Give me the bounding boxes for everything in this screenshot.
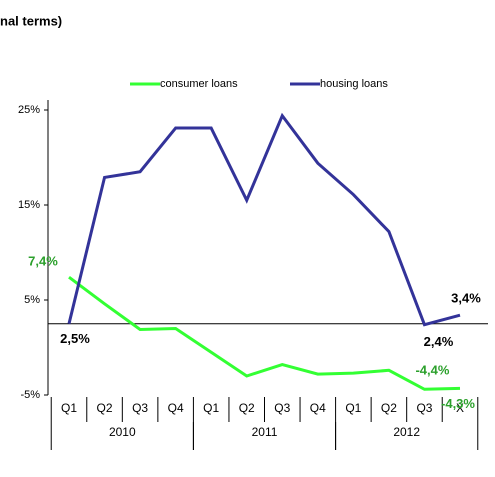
legend-label: housing loans: [320, 78, 388, 90]
series-line: [67, 112, 461, 327]
y-tick-label: -5%: [20, 389, 40, 401]
x-tick-label: Q2: [97, 401, 113, 415]
x-tick-label: Q2: [381, 401, 397, 415]
y-tick-label: 15%: [18, 199, 40, 211]
x-tick-label: Q4: [168, 401, 184, 415]
group-label: 2010: [109, 425, 136, 439]
chart-title: nal terms): [0, 13, 62, 28]
group-label: 2012: [393, 425, 420, 439]
x-tick-label: Q1: [345, 401, 361, 415]
x-tick-label: Q3: [274, 401, 290, 415]
y-tick-label: 25%: [18, 104, 40, 116]
legend-label: consumer loans: [160, 78, 238, 90]
data-label: 2,5%: [60, 331, 90, 346]
x-tick-label: Q3: [416, 401, 432, 415]
data-label: 2,4%: [424, 334, 454, 349]
x-tick-label: X: [456, 401, 464, 415]
x-tick-label: Q2: [239, 401, 255, 415]
series-line: [68, 275, 461, 391]
x-tick-label: Q4: [310, 401, 326, 415]
x-tick-label: Q1: [203, 401, 219, 415]
y-tick-label: 5%: [24, 294, 40, 306]
data-label: -4,3%: [441, 396, 475, 411]
x-tick-label: Q3: [132, 401, 148, 415]
x-tick-label: Q1: [61, 401, 77, 415]
group-label: 2011: [252, 425, 278, 439]
data-label: 7,4%: [28, 254, 58, 269]
data-label: 3,4%: [451, 291, 481, 306]
data-label: -4,4%: [415, 363, 449, 378]
